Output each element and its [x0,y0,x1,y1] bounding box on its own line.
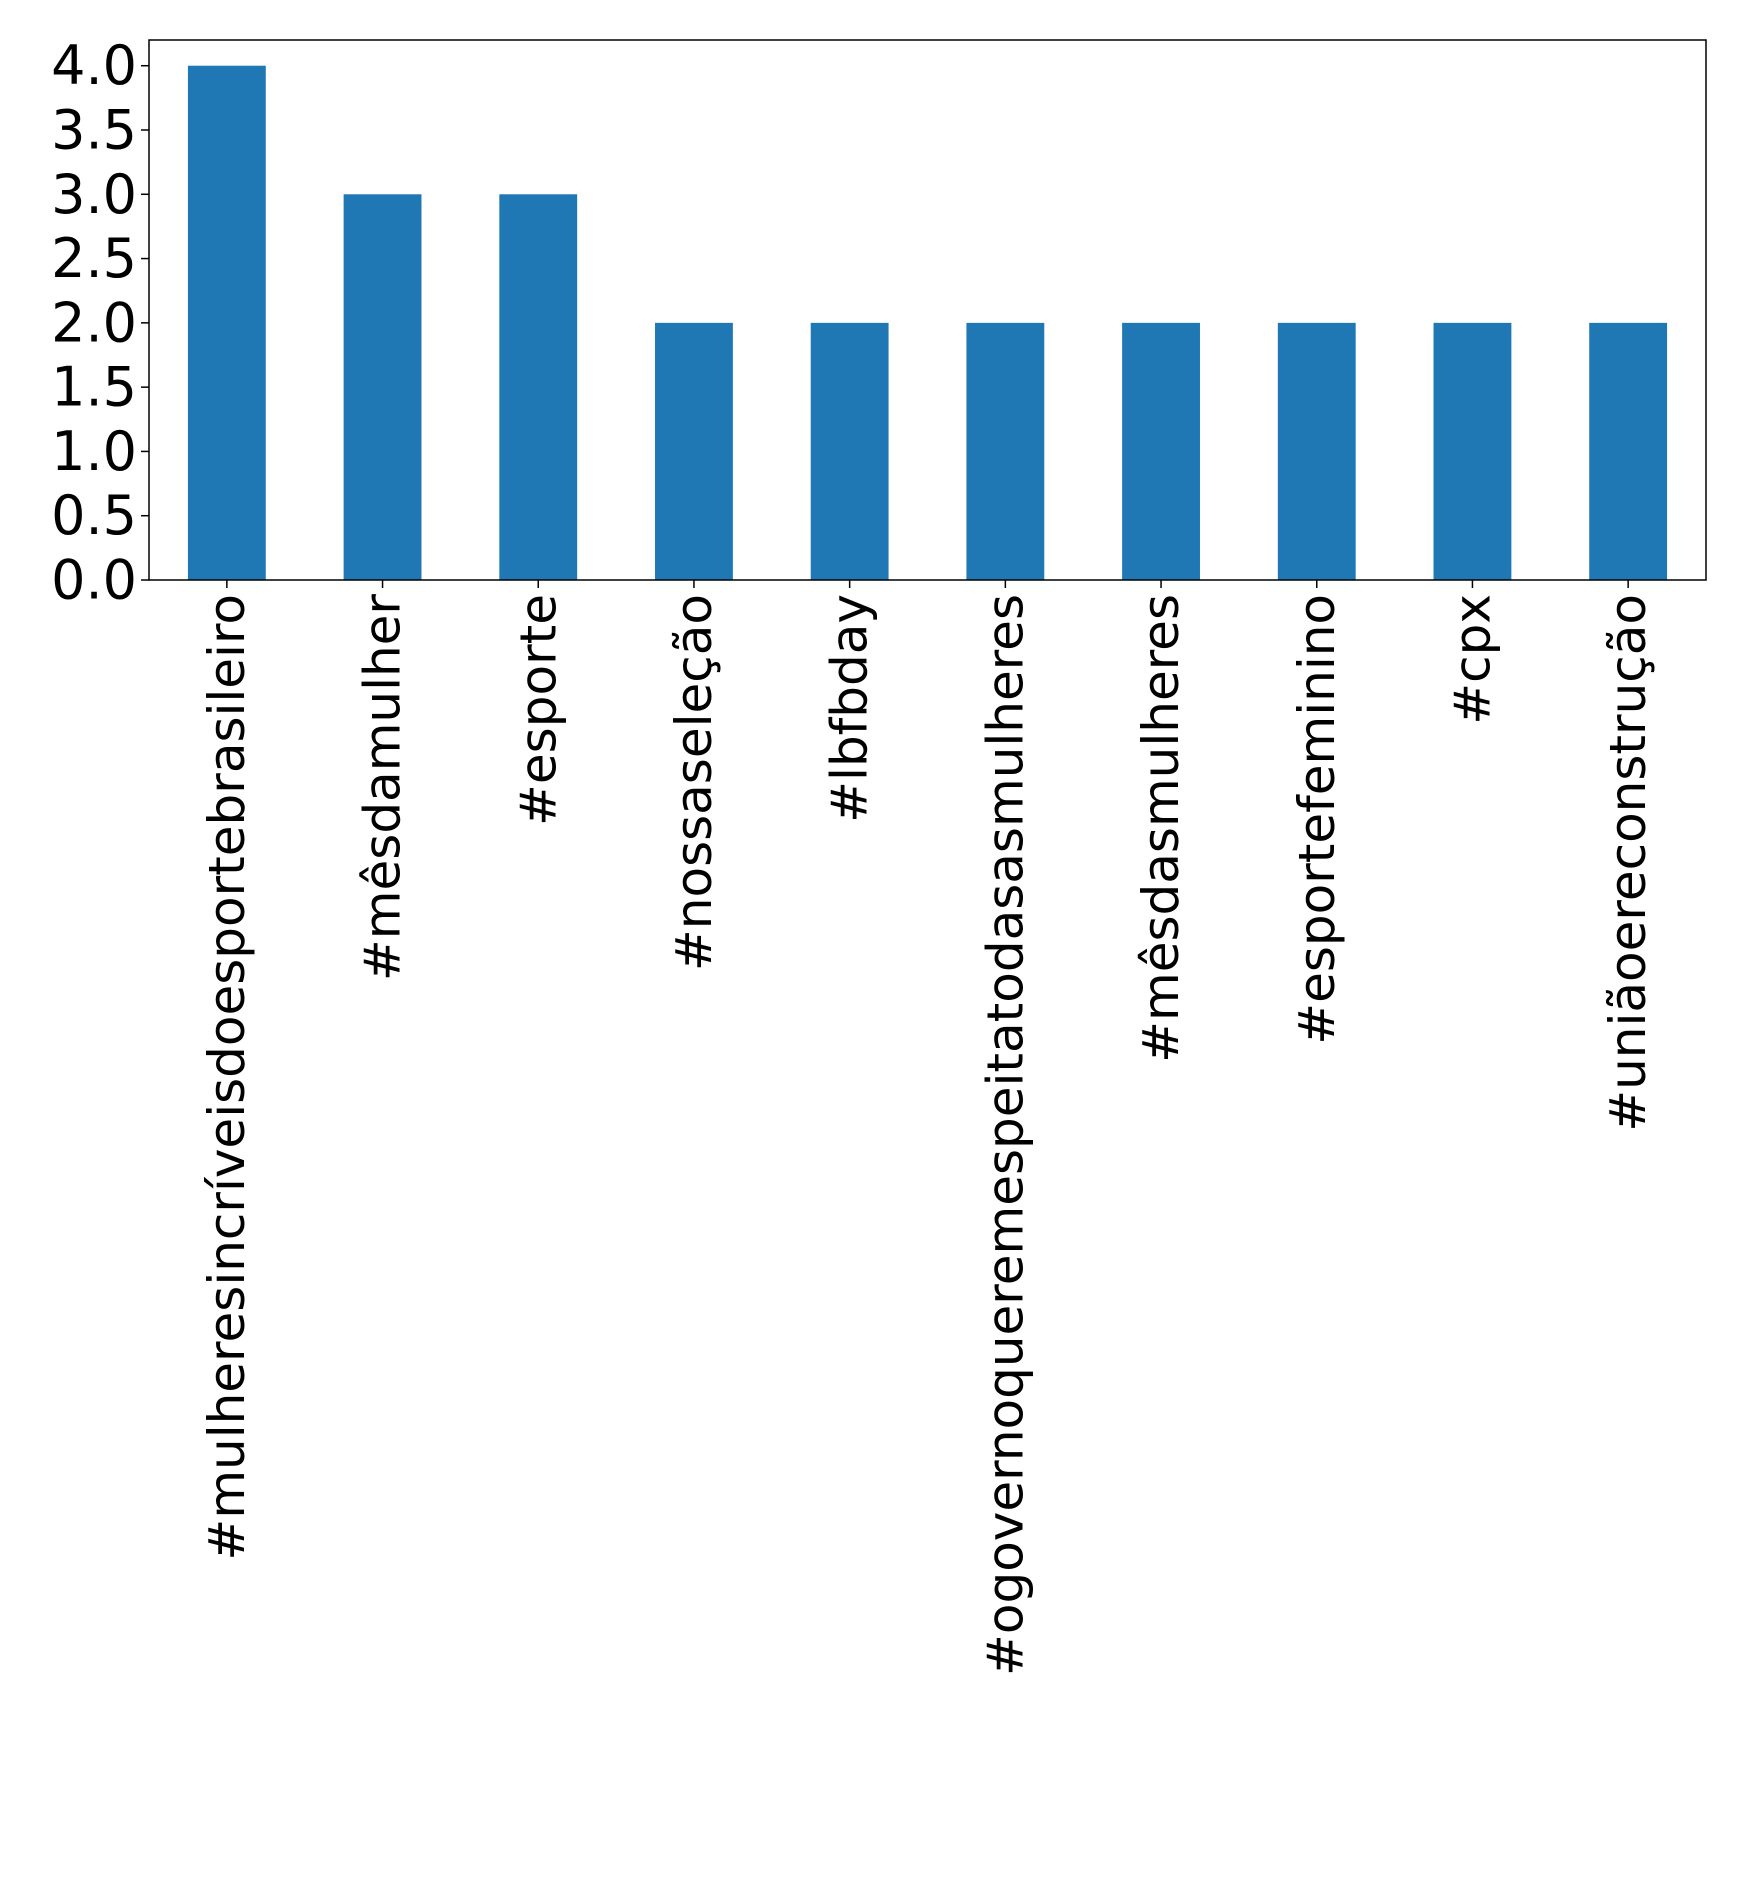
plot-frame [148,39,1707,581]
x-tick-label-1: #mêsdamulher [354,594,412,982]
y-tick-label-5: 2.5 [51,227,137,290]
bar-4 [810,322,889,580]
y-axis: 0.00.51.01.52.02.53.03.54.0 [51,34,149,612]
y-tick-label-8: 4.0 [51,34,137,97]
y-tick-label-6: 3.0 [51,163,137,226]
bar-0 [187,65,266,580]
bars-group [187,65,1668,581]
x-tick-label-2: #esporte [509,594,567,826]
bar-1 [343,194,422,581]
x-tick-label-9: #uniãoereconstrução [1599,594,1657,1132]
y-tick-label-2: 1.0 [51,420,137,483]
y-tick-label-1: 0.5 [51,484,137,547]
bar-3 [655,322,733,580]
x-tick-label-0: #mulheresincríveisdoesportebrasileiro [198,594,256,1561]
x-tick-label-3: #nossaseleção [665,594,723,971]
x-axis: #mulheresincríveisdoesportebrasileiro #mê… [198,580,1657,1676]
bar-8 [1433,322,1512,580]
y-tick-label-0: 0.0 [51,549,137,612]
x-tick-label-5: #ogovernoqueremespeitatodasasmulheres [976,594,1034,1676]
bar-5 [966,322,1045,580]
y-tick-label-7: 3.5 [51,99,137,162]
bar-2 [499,194,578,581]
y-tick-label-4: 2.0 [51,291,137,354]
x-tick-label-4: #lbfbday [821,594,879,823]
bar-6 [1122,322,1200,580]
x-tick-label-6: #mêsdasmulheres [1132,594,1190,1063]
x-tick-label-7: #esportefeminino [1288,594,1346,1045]
x-tick-label-8: #cpx [1443,594,1501,725]
y-tick-label-3: 1.5 [51,356,137,419]
bar-9 [1589,322,1668,580]
bar-7 [1277,322,1356,580]
